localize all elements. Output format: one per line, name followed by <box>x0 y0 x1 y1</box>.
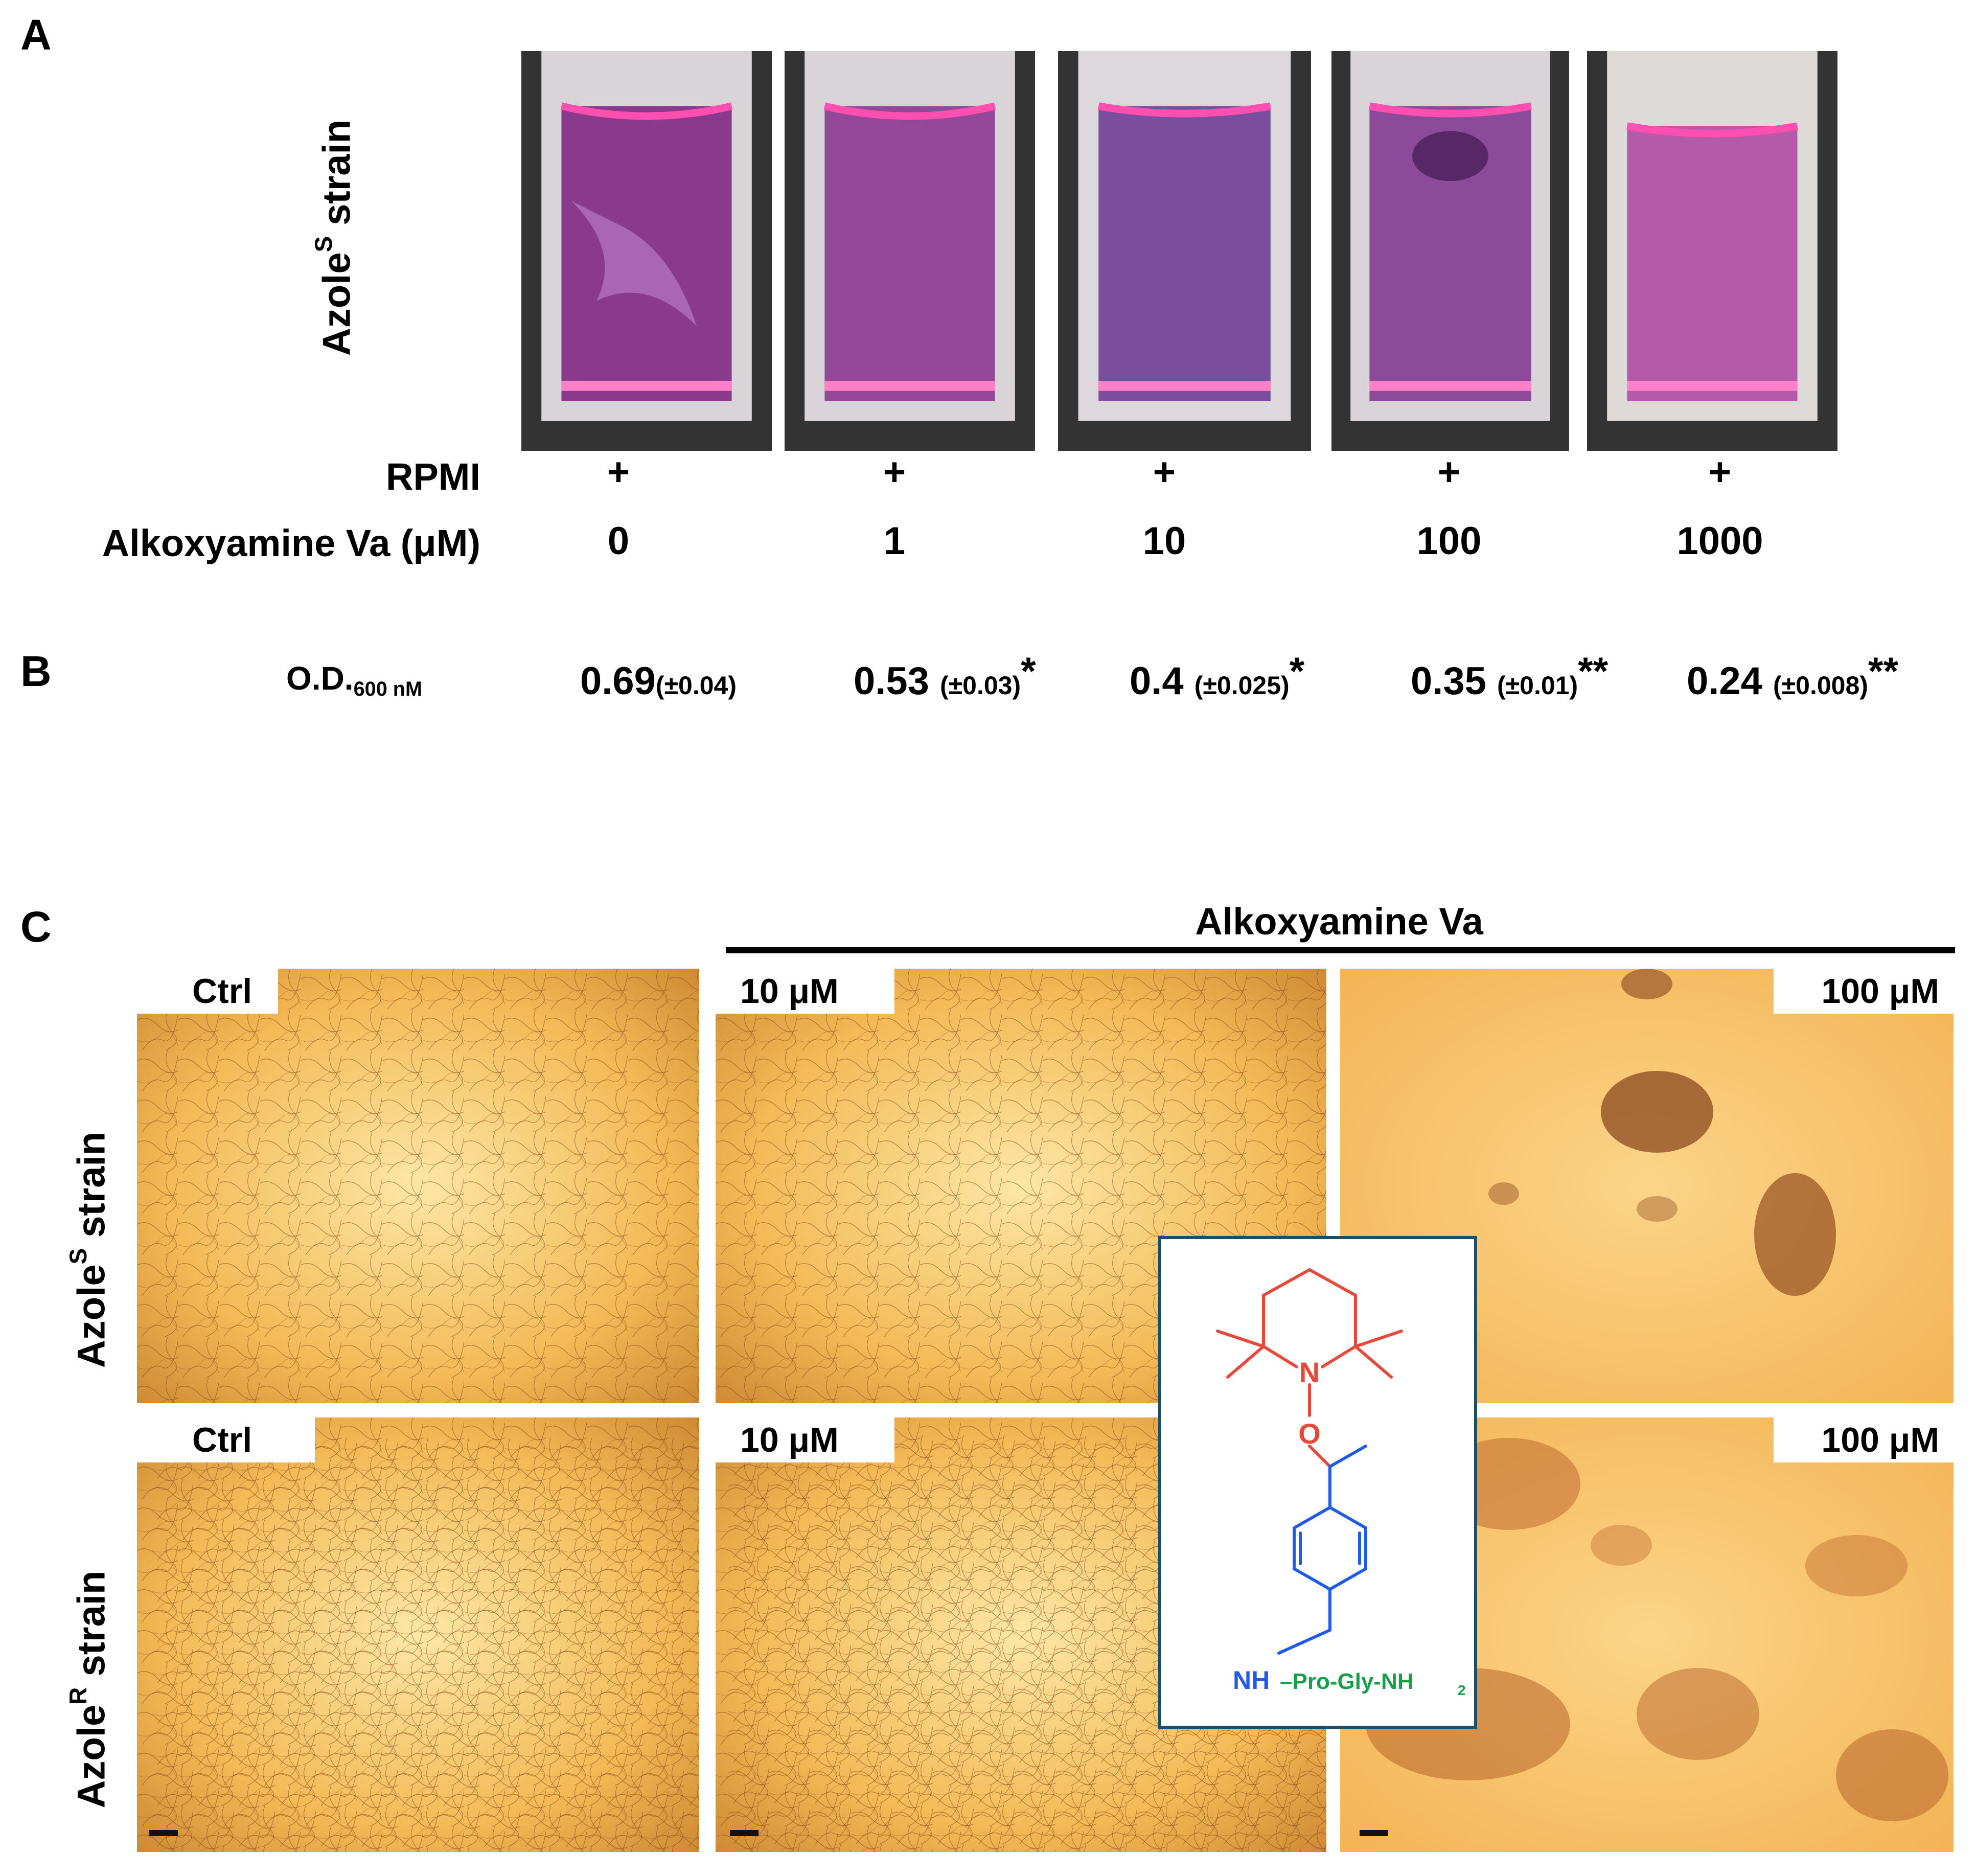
rpmi-value-0: + <box>607 450 630 494</box>
concentration-value-4: 1000 <box>1676 519 1763 563</box>
concentration-value-0: 0 <box>607 519 630 563</box>
rpmi-value-4: + <box>1708 450 1732 494</box>
scale-bar-100um <box>1360 1830 1388 1836</box>
tag-row1-ctrl: Ctrl <box>137 969 278 1014</box>
micrograph-azole-s-ctrl <box>137 969 699 1403</box>
tag-row1-10um: 10 μM <box>716 969 894 1014</box>
rpmi-value-3: + <box>1437 450 1461 494</box>
panel-c-header-line <box>726 947 1955 953</box>
od-value-1: 0.53 (±0.03)* <box>854 650 1036 703</box>
nh-label: NH <box>1233 1666 1270 1695</box>
micrograph-azole-r-ctrl <box>137 1417 699 1852</box>
tag-row2-ctrl: Ctrl <box>137 1417 315 1462</box>
row-label-rpmi: RPMI <box>386 455 480 498</box>
row-label-alkoxyamine: Alkoxyamine Va (μM) <box>102 522 480 564</box>
peptide-label: –Pro-Gly-NH <box>1280 1669 1414 1694</box>
tag-row2-10um: 10 μM <box>716 1417 894 1462</box>
od-value-2: 0.4 (±0.025)* <box>1130 650 1305 703</box>
concentration-value-3: 100 <box>1416 519 1482 563</box>
od-value-4: 0.24 (±0.008)** <box>1687 650 1899 703</box>
peptide-subscript: 2 <box>1458 1682 1466 1698</box>
cuvette-photo-2 <box>1058 51 1311 451</box>
cuvette-photo-3 <box>1331 51 1569 451</box>
panel-b-letter: B <box>20 647 52 695</box>
alkoxyamine-structure-drawing: N O NH –Pro-Gly-NH 2 <box>1216 1268 1466 1698</box>
concentration-value-2: 10 <box>1142 519 1186 563</box>
panel-a-ylabel: AzoleS strain <box>310 119 359 356</box>
concentration-value-1: 1 <box>883 519 906 563</box>
od-value-3: 0.35 (±0.01)** <box>1411 650 1609 703</box>
od-label: O.D.600 nM <box>286 660 423 700</box>
panel-a-letter: A <box>20 11 52 59</box>
rpmi-value-2: + <box>1153 450 1176 494</box>
atom-n-label: N <box>1299 1356 1320 1388</box>
atom-o-label: O <box>1298 1417 1321 1450</box>
tag-row1-100um: 100 μM <box>1774 969 1954 1014</box>
panel-c-header: Alkoxyamine Va <box>1195 900 1483 943</box>
row1-strain-label: AzoleS strain <box>64 1131 113 1368</box>
row2-strain-label: AzoleR strain <box>64 1570 113 1809</box>
cuvette-photo-4 <box>1587 51 1837 451</box>
cuvette-photo-1 <box>785 51 1035 451</box>
cuvette-photo-0 <box>521 51 772 451</box>
tag-row2-100um: 100 μM <box>1774 1417 1954 1462</box>
alkoxyamine-structure-inset: N O NH –Pro-Gly-NH 2 <box>1158 1236 1477 1729</box>
panel-c-letter: C <box>20 903 52 951</box>
rpmi-value-1: + <box>883 450 906 494</box>
scale-bar-10um <box>730 1830 759 1836</box>
scale-bar-ctrl <box>149 1830 178 1836</box>
od-value-0: 0.69(±0.04) <box>580 659 737 703</box>
